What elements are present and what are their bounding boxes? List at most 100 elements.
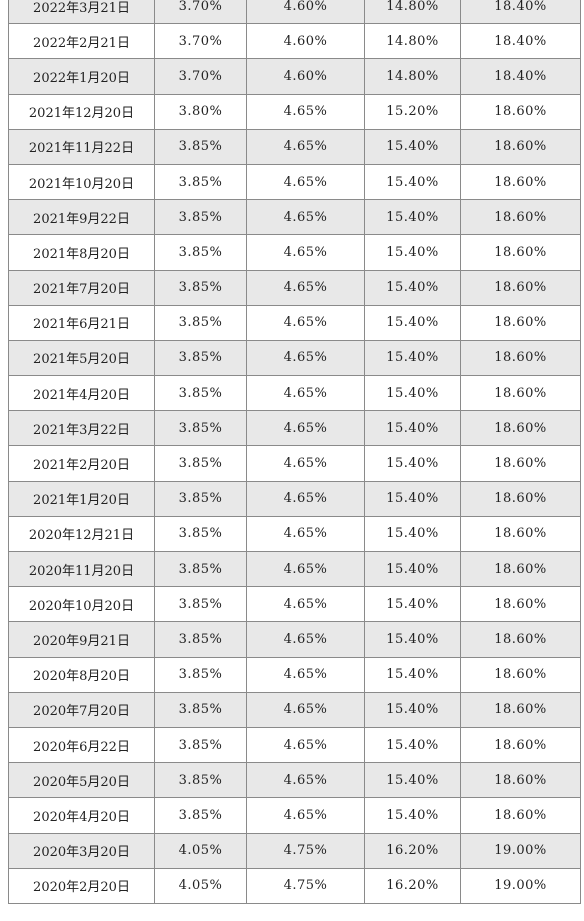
rate-cell-2: 4.65% (246, 128, 365, 165)
rate-cell-3: 15.40% (364, 199, 461, 236)
rate-cell-2: 4.60% (246, 23, 365, 60)
table-row: 2020年12月21日 3.85% 4.65% 15.40% 18.60% (8, 515, 581, 553)
date-cell: 2021年1月20日 (8, 480, 155, 517)
rate-cell-2: 4.65% (246, 762, 365, 799)
rate-cell-4: 18.40% (460, 0, 581, 25)
rate-cell-1: 4.05% (154, 867, 247, 904)
date-cell: 2021年10月20日 (8, 163, 155, 201)
date-cell: 2020年6月22日 (8, 726, 155, 764)
rate-cell-1: 3.85% (154, 797, 247, 834)
rate-cell-4: 18.60% (460, 726, 581, 764)
rate-cell-2: 4.65% (246, 269, 365, 306)
rate-cell-1: 3.85% (154, 128, 247, 165)
table-row: 2020年2月20日 4.05% 4.75% 16.20% 19.00% (8, 867, 581, 904)
rate-cell-1: 3.85% (154, 656, 247, 693)
table-row: 2020年10月20日 3.85% 4.65% 15.40% 18.60% (8, 586, 581, 623)
rate-cell-1: 3.85% (154, 586, 247, 623)
date-cell: 2022年2月21日 (8, 23, 155, 60)
rate-cell-2: 4.75% (246, 867, 365, 904)
rate-cell-3: 14.80% (364, 23, 461, 60)
rate-cell-4: 18.60% (460, 93, 581, 130)
rate-cell-1: 3.85% (154, 691, 247, 728)
rate-cell-3: 15.40% (364, 480, 461, 517)
rate-cell-1: 3.80% (154, 93, 247, 130)
rate-cell-3: 14.80% (364, 0, 461, 25)
rate-cell-4: 18.60% (460, 375, 581, 412)
date-cell: 2020年8月20日 (8, 656, 155, 693)
table-row: 2022年3月21日 3.70% 4.60% 14.80% 18.40% (8, 0, 581, 25)
table-row: 2020年9月21日 3.85% 4.65% 15.40% 18.60% (8, 621, 581, 658)
rate-cell-3: 15.40% (364, 550, 461, 588)
date-cell: 2020年3月20日 (8, 832, 155, 869)
rate-cell-1: 3.85% (154, 726, 247, 764)
rate-cell-4: 18.60% (460, 339, 581, 377)
rate-cell-3: 15.40% (364, 797, 461, 834)
date-cell: 2020年9月21日 (8, 621, 155, 658)
table-row: 2020年11月20日 3.85% 4.65% 15.40% 18.60% (8, 550, 581, 588)
rate-cell-3: 14.80% (364, 58, 461, 95)
date-cell: 2021年2月20日 (8, 445, 155, 482)
rate-cell-3: 16.20% (364, 832, 461, 869)
rate-cell-4: 18.60% (460, 550, 581, 588)
rate-cell-3: 15.40% (364, 445, 461, 482)
rate-cell-1: 3.70% (154, 23, 247, 60)
date-cell: 2021年12月20日 (8, 93, 155, 130)
rates-table: 2022年3月21日 3.70% 4.60% 14.80% 18.40% 2022年2月2… (8, 0, 581, 904)
date-cell: 2021年9月22日 (8, 199, 155, 236)
rate-cell-2: 4.65% (246, 304, 365, 341)
rate-cell-3: 15.40% (364, 410, 461, 447)
rate-cell-2: 4.60% (246, 0, 365, 25)
rate-cell-2: 4.65% (246, 163, 365, 201)
rate-cell-1: 3.85% (154, 621, 247, 658)
rate-cell-1: 3.85% (154, 339, 247, 377)
rate-cell-4: 19.00% (460, 867, 581, 904)
table-row: 2020年7月20日 3.85% 4.65% 15.40% 18.60% (8, 691, 581, 728)
table-row: 2021年4月20日 3.85% 4.65% 15.40% 18.60% (8, 375, 581, 412)
rate-cell-2: 4.65% (246, 410, 365, 447)
date-cell: 2021年3月22日 (8, 410, 155, 447)
rate-cell-4: 18.60% (460, 445, 581, 482)
table-row: 2020年4月20日 3.85% 4.65% 15.40% 18.60% (8, 797, 581, 834)
date-cell: 2020年12月21日 (8, 515, 155, 553)
rate-cell-4: 18.60% (460, 269, 581, 306)
rate-cell-3: 15.40% (364, 339, 461, 377)
date-cell: 2020年4月20日 (8, 797, 155, 834)
date-cell: 2020年10月20日 (8, 586, 155, 623)
rate-cell-3: 15.40% (364, 656, 461, 693)
table-row: 2020年6月22日 3.85% 4.65% 15.40% 18.60% (8, 726, 581, 764)
rate-cell-3: 15.40% (364, 726, 461, 764)
rate-cell-3: 16.20% (364, 867, 461, 904)
rate-cell-1: 3.85% (154, 269, 247, 306)
rate-cell-4: 18.60% (460, 410, 581, 447)
rate-cell-4: 18.40% (460, 58, 581, 95)
rate-cell-4: 19.00% (460, 832, 581, 869)
rates-table-body: 2022年3月21日 3.70% 4.60% 14.80% 18.40% 2022年2月2… (8, 0, 581, 904)
rate-cell-3: 15.20% (364, 93, 461, 130)
rate-cell-1: 3.85% (154, 445, 247, 482)
rate-cell-1: 3.85% (154, 515, 247, 553)
rate-cell-2: 4.65% (246, 234, 365, 271)
rate-cell-4: 18.60% (460, 234, 581, 271)
rate-cell-3: 15.40% (364, 375, 461, 412)
rate-cell-4: 18.60% (460, 128, 581, 165)
date-cell: 2020年5月20日 (8, 762, 155, 799)
rate-cell-4: 18.60% (460, 199, 581, 236)
rate-cell-2: 4.65% (246, 339, 365, 377)
table-row: 2021年11月22日 3.85% 4.65% 15.40% 18.60% (8, 128, 581, 165)
table-row: 2021年12月20日 3.80% 4.65% 15.20% 18.60% (8, 93, 581, 130)
rate-cell-3: 15.40% (364, 128, 461, 165)
table-row: 2021年8月20日 3.85% 4.65% 15.40% 18.60% (8, 234, 581, 271)
rate-cell-1: 3.85% (154, 199, 247, 236)
table-row: 2022年2月21日 3.70% 4.60% 14.80% 18.40% (8, 23, 581, 60)
rate-cell-2: 4.75% (246, 832, 365, 869)
date-cell: 2022年1月20日 (8, 58, 155, 95)
rate-cell-1: 3.70% (154, 58, 247, 95)
rate-cell-2: 4.65% (246, 93, 365, 130)
rate-cell-1: 4.05% (154, 832, 247, 869)
date-cell: 2021年11月22日 (8, 128, 155, 165)
table-row: 2021年7月20日 3.85% 4.65% 15.40% 18.60% (8, 269, 581, 306)
table-row: 2021年5月20日 3.85% 4.65% 15.40% 18.60% (8, 339, 581, 377)
rate-cell-4: 18.60% (460, 515, 581, 553)
rate-cell-4: 18.60% (460, 621, 581, 658)
rate-cell-2: 4.65% (246, 621, 365, 658)
